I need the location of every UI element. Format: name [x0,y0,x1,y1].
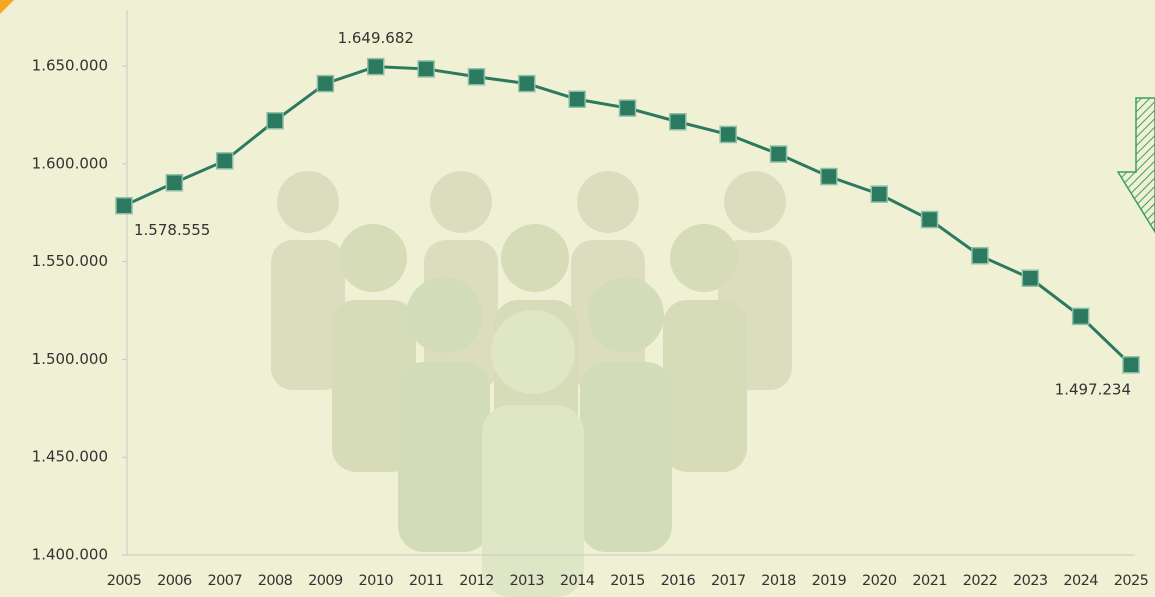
x-tick-label: 2008 [258,573,293,589]
marker [670,114,686,130]
x-tick-label: 2020 [862,573,897,589]
people-illustration [271,171,792,597]
x-tick-label: 2013 [510,573,545,589]
y-tick-label: 1.650.000 [32,57,108,75]
x-tick-label: 2011 [409,573,444,589]
marker [922,212,938,228]
x-tick-label: 2006 [157,573,192,589]
x-tick-label: 2017 [711,573,746,589]
marker [468,69,484,85]
y-tick-label: 1.500.000 [32,350,108,368]
x-tick-label: 2014 [560,573,595,589]
marker [1073,308,1089,324]
value-label: 1.649.682 [338,29,414,47]
marker [569,91,585,107]
marker [217,153,233,169]
x-tick-label: 2009 [308,573,343,589]
x-tick-label: 2019 [812,573,847,589]
marker [166,175,182,191]
y-tick-label: 1.400.000 [32,546,108,564]
y-tick-label: 1.600.000 [32,154,108,172]
y-tick-label: 1.550.000 [32,252,108,270]
x-tick-label: 2022 [963,573,998,589]
marker [972,248,988,264]
x-tick-label: 2005 [107,573,142,589]
x-tick-label: 2024 [1063,573,1098,589]
x-tick-label: 2018 [761,573,796,589]
marker [1123,357,1139,373]
x-tick-label: 2012 [459,573,494,589]
x-tick-label: 2007 [207,573,242,589]
marker [418,61,434,77]
value-label: 1.578.555 [134,221,210,239]
marker [871,186,887,202]
marker [368,59,384,75]
page: {"chart_data": {"type": "line", "categor… [0,0,1155,597]
marker [267,113,283,129]
down-arrow [1118,98,1155,232]
value-label: 1.497.234 [1055,380,1131,398]
x-tick-label: 2015 [610,573,645,589]
marker [116,198,132,214]
x-tick-label: 2021 [912,573,947,589]
x-tick-label: 2025 [1114,573,1149,589]
corner-accent [0,0,14,14]
marker [771,146,787,162]
marker [620,100,636,116]
marker [720,126,736,142]
marker [1022,270,1038,286]
x-tick-label: 2010 [358,573,393,589]
marker [317,76,333,92]
x-tick-label: 2016 [661,573,696,589]
x-tick-label: 2023 [1013,573,1048,589]
y-tick-label: 1.450.000 [32,448,108,466]
marker [519,76,535,92]
marker [821,169,837,185]
chart: 1.400.000 1.450.000 1.500.000 1.550.000 1.60… [0,0,1155,597]
